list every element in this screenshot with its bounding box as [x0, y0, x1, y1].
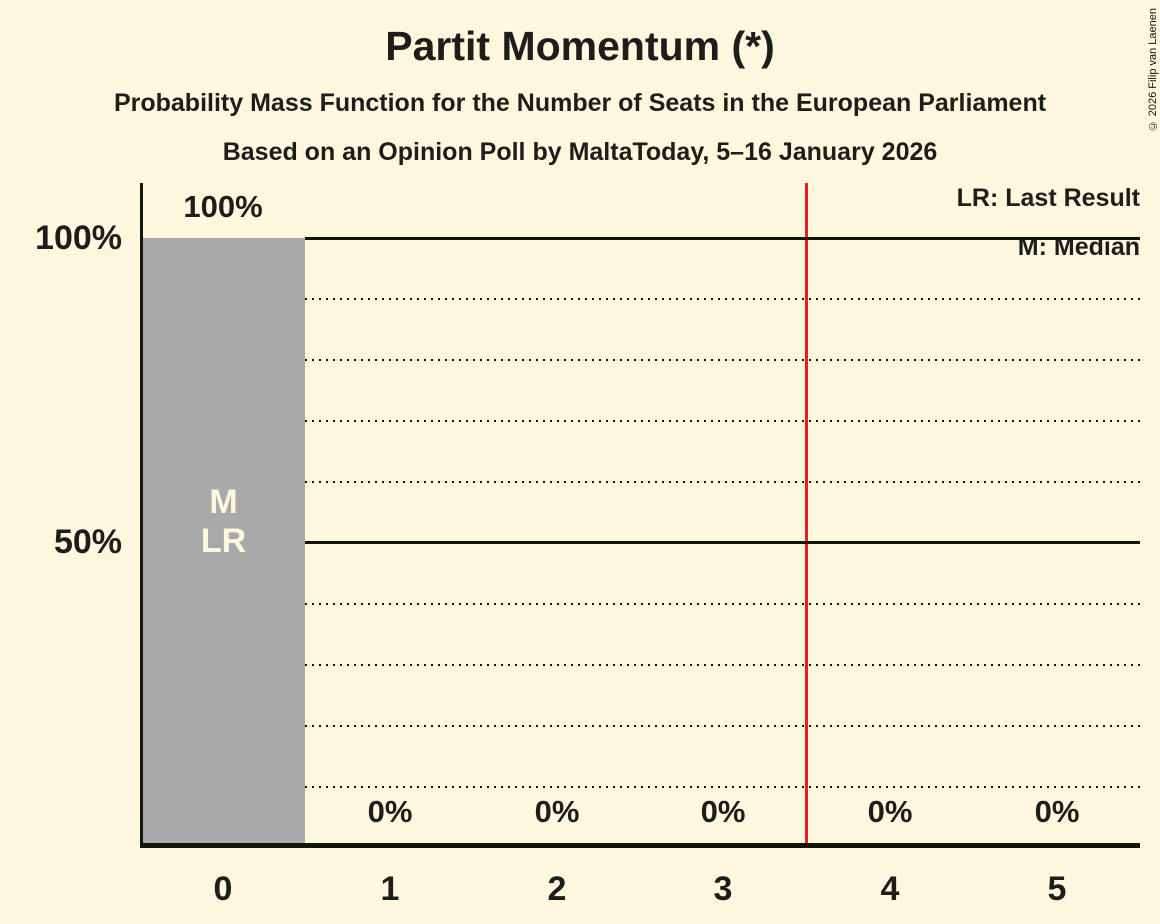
value-label-seat-3: 0% [700, 794, 746, 829]
gridline-40pct [305, 603, 1140, 605]
median-marker: M [209, 483, 238, 521]
gridline-30pct [305, 664, 1140, 666]
x-axis-tick-2: 2 [547, 870, 567, 908]
value-label-seat-2: 0% [534, 794, 580, 829]
x-axis-tick-3: 3 [713, 870, 733, 908]
gridline-20pct [305, 725, 1140, 727]
gridline-90pct [305, 298, 1140, 300]
legend-last-result: LR: Last Result [956, 184, 1140, 212]
value-label-seat-0: 100% [183, 189, 263, 224]
chart-title: Partit Momentum (*) [385, 23, 775, 69]
majority-threshold-line [805, 183, 809, 843]
x-axis-tick-1: 1 [380, 870, 400, 908]
last-result-marker: LR [200, 522, 247, 560]
copyright-notice: © 2026 Filip van Laenen [1147, 8, 1159, 132]
y-axis-line [140, 183, 143, 848]
x-axis-tick-4: 4 [880, 870, 900, 908]
y-axis-tick-100: 100% [35, 219, 122, 257]
value-label-seat-5: 0% [1034, 794, 1080, 829]
bar-seat-0 [142, 238, 305, 843]
plot-area: M LR 100% 0% 0% 0% 0% 0% [140, 183, 1140, 848]
value-label-seat-1: 0% [367, 794, 413, 829]
gridline-60pct [305, 481, 1140, 483]
bar-markers: M LR [142, 483, 305, 561]
x-axis-tick-0: 0 [213, 870, 233, 908]
chart-source-line: Based on an Opinion Poll by MaltaToday, … [222, 138, 938, 166]
x-axis-line [140, 843, 1140, 848]
value-label-seat-4: 0% [867, 794, 913, 829]
gridline-50pct [305, 541, 1140, 544]
chart-subtitle: Probability Mass Function for the Number… [113, 89, 1047, 117]
gridline-100pct [305, 237, 1140, 240]
y-axis-tick-50: 50% [53, 523, 122, 561]
gridline-80pct [305, 359, 1140, 361]
x-axis-tick-5: 5 [1047, 870, 1067, 908]
gridline-10pct [305, 786, 1140, 788]
gridline-70pct [305, 420, 1140, 422]
